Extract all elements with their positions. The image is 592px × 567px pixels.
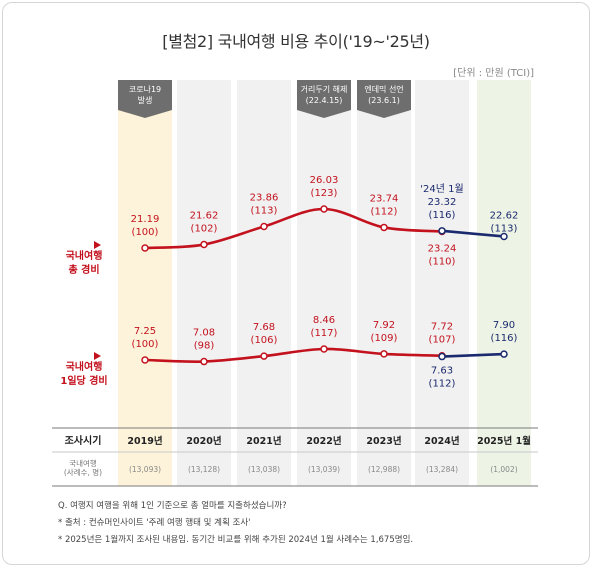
category-label-6: 2024년 [424, 435, 459, 447]
daily-jan-value-label-6: 7.63 [431, 366, 453, 377]
daily-index-label-3: (106) [251, 335, 278, 346]
daily-cost-line [143, 347, 444, 363]
daily-cost-jan-point-7 [500, 350, 508, 358]
column-band-1 [118, 80, 172, 486]
daily-index-label-2: (98) [194, 341, 215, 352]
note-question: Q. 여행지 여행을 위해 1인 기준으로 총 얼마를 지출하셨습니까? [58, 501, 287, 511]
sample-row-header: 국내여행 (사례수, 명) [64, 458, 102, 477]
daily-jan-value-label-7: 7.90 [493, 320, 515, 331]
total-index-label-6: (110) [429, 256, 456, 267]
daily-value-label-6: 7.72 [431, 322, 453, 333]
page-title: [별첨2] 국내여행 비용 추이('19~'25년) [162, 32, 430, 51]
total-value-label-2: 21.62 [190, 211, 219, 222]
note-source: * 출처 : 컨슈머인사이트 '주례 여행 행태 및 계획 조사' [58, 518, 251, 528]
total-jan-index-label-7: (113) [491, 223, 518, 234]
total-index-label-3: (113) [251, 205, 278, 216]
total-cost-point-5 [380, 223, 388, 232]
daily-value-label-3: 7.68 [253, 322, 275, 333]
sample-count-2: (13,128) [188, 465, 220, 474]
total-cost-point-3 [260, 222, 268, 231]
daily-cost-jan-point-6 [438, 352, 446, 361]
daily-index-label-1: (100) [132, 339, 159, 350]
total-index-label-1: (100) [132, 227, 159, 238]
total-index-label-2: (102) [191, 224, 218, 235]
category-label-3: 2021년 [246, 435, 281, 447]
total-cost-jan-point-6 [438, 227, 446, 235]
column-band-5 [357, 80, 411, 486]
column-band-4 [297, 80, 351, 486]
event-label-3: 엔데믹 선언 (23.6.1) [364, 84, 403, 105]
sample-count-6: (13,284) [426, 465, 458, 474]
total-value-label-4: 26.03 [310, 175, 339, 186]
series-label-total-arrow-icon [94, 241, 101, 249]
table-row-header: 조사시기 [65, 434, 102, 447]
daily-value-label-4: 8.46 [313, 315, 335, 326]
category-label-2: 2020년 [186, 435, 221, 447]
note-2025: * 2025년은 1월까지 조사된 내용임. 동기간 비교를 위해 추가된 20… [58, 535, 414, 545]
total-jan-value-label-7: 22.62 [490, 210, 519, 221]
daily-cost-point-1 [141, 356, 149, 364]
sample-count-5: (12,988) [368, 465, 400, 474]
notes: Q. 여행지 여행을 위해 1인 기준으로 총 얼마를 지출하셨습니까? * 출… [58, 498, 413, 549]
total-cost-point-1 [141, 244, 149, 252]
series-label-daily: 국내여행 1일당 경비 [60, 360, 107, 387]
category-label-4: 2022년 [306, 435, 341, 447]
total-value-label-3: 23.86 [250, 192, 279, 203]
unit-label: [단위 : 만원 (TCI)] [453, 68, 534, 79]
column-band-6 [415, 80, 469, 486]
daily-jan-index-label-6: (112) [429, 379, 456, 390]
total-cost-jan-point-7 [500, 232, 508, 241]
daily-value-label-5: 7.92 [373, 320, 395, 331]
daily-index-label-4: (117) [311, 328, 338, 339]
total-index-label-5: (112) [371, 206, 398, 217]
daily-cost-point-5 [380, 350, 388, 358]
event-marker-2 [297, 80, 351, 118]
total-jan-value-label-6: 23.32 [428, 197, 457, 208]
total-value-label-1: 21.19 [131, 214, 160, 225]
column-band-3 [237, 80, 291, 486]
total-jan-index-label-6: (116) [429, 210, 456, 221]
category-label-1: 2019년 [127, 435, 162, 447]
daily-cost-point-2 [200, 357, 208, 366]
daily-jan-index-label-7: (116) [491, 333, 518, 344]
event-marker-1 [118, 80, 172, 118]
series-label-daily-arrow-icon [94, 352, 101, 360]
event-marker-3 [357, 80, 411, 118]
total-value-label-6: 23.24 [428, 243, 457, 254]
daily-index-label-5: (109) [371, 333, 398, 344]
daily-cost-point-4 [320, 345, 328, 353]
sample-count-7: (1,002) [490, 465, 517, 474]
sample-count-1: (13,093) [129, 465, 161, 474]
daily-index-label-6: (107) [429, 335, 456, 346]
total-index-label-4: (123) [311, 188, 338, 199]
event-label-1: 코로나19 발생 [129, 85, 161, 105]
daily-cost-point-3 [260, 352, 268, 360]
daily-value-label-1: 7.25 [134, 326, 156, 337]
sample-count-3: (13,038) [248, 465, 280, 474]
total-jan-prefix-label: '24년 1월 [420, 183, 463, 195]
event-label-2: 거리두기 해제 (22.4.15) [301, 84, 348, 105]
series-label-total: 국내여행 총 경비 [66, 249, 103, 276]
column-band-2 [177, 80, 231, 486]
daily-value-label-2: 7.08 [193, 328, 215, 339]
total-cost-point-2 [200, 240, 208, 249]
sample-count-4: (13,039) [308, 465, 340, 474]
column-band-7 [477, 80, 531, 486]
category-label-7: 2025년 1월 [477, 435, 531, 447]
total-cost-point-4 [320, 205, 328, 213]
total-value-label-5: 23.74 [370, 193, 399, 204]
category-label-5: 2023년 [366, 435, 401, 447]
